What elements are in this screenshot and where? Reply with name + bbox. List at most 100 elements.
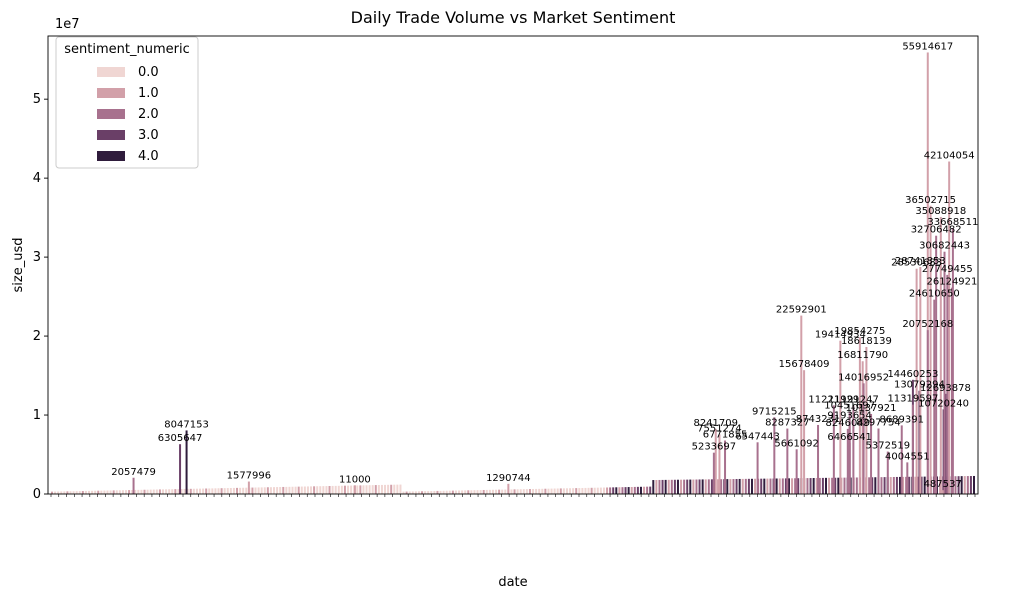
bar (331, 485, 334, 494)
bar (741, 478, 744, 494)
bar (915, 268, 918, 494)
data-label: 1577996 (227, 471, 272, 482)
bar (834, 477, 837, 494)
legend-entry-label: 0.0 (138, 65, 159, 80)
data-label: 11319597 (887, 394, 938, 405)
bar (100, 490, 103, 494)
bar (544, 488, 547, 494)
data-label: 7551274 (697, 423, 742, 434)
data-label: 12693878 (920, 383, 971, 394)
bar (627, 487, 630, 494)
bar (673, 479, 676, 494)
bar (575, 488, 578, 494)
bar (152, 489, 155, 494)
bar (516, 489, 519, 494)
bar (880, 477, 883, 494)
bar (115, 490, 118, 494)
data-label: 8743231 (796, 414, 841, 425)
bar (214, 488, 217, 494)
bar (646, 486, 649, 494)
bar (362, 485, 365, 494)
bar (322, 486, 325, 494)
bar (911, 404, 914, 494)
bar (877, 428, 880, 494)
bar (818, 477, 821, 494)
bar (908, 476, 911, 494)
bar (185, 430, 188, 494)
bar (495, 489, 498, 494)
bar (840, 477, 843, 494)
data-label: 42104054 (924, 151, 975, 162)
bar (525, 489, 528, 494)
bar (263, 487, 266, 494)
data-label: 1290744 (486, 473, 531, 484)
bar (923, 476, 926, 494)
bar (507, 483, 510, 494)
bar (427, 491, 430, 494)
bar (473, 490, 476, 494)
bar (695, 479, 698, 494)
bar (532, 488, 535, 494)
bar (892, 476, 895, 494)
y-tick-label: 1 (33, 408, 41, 423)
bar (78, 491, 81, 494)
bar (199, 488, 202, 494)
bar (174, 489, 177, 494)
bar (97, 490, 100, 494)
bar (334, 485, 337, 494)
bar (242, 487, 245, 494)
bar (941, 490, 944, 494)
bar (862, 383, 865, 494)
bar (704, 479, 707, 494)
bar (763, 478, 766, 494)
bar (458, 490, 461, 494)
bar (132, 477, 135, 494)
legend-entry-label: 3.0 (138, 128, 159, 143)
bar (319, 486, 322, 494)
bar (773, 417, 776, 494)
bar (848, 442, 851, 494)
legend-swatch (97, 151, 125, 161)
bar (950, 287, 953, 494)
bar (186, 488, 189, 494)
bar (680, 479, 683, 494)
bar (171, 489, 174, 494)
bar (815, 477, 818, 494)
data-label: 8297754 (856, 417, 901, 428)
bar (189, 488, 192, 494)
bar (914, 476, 917, 494)
bar (340, 485, 343, 494)
bar (593, 487, 596, 494)
bar (94, 490, 97, 494)
data-label: 15678409 (779, 359, 830, 370)
bar (787, 478, 790, 494)
bar (738, 478, 741, 494)
bar (596, 487, 599, 494)
bar (269, 487, 272, 494)
bar (832, 405, 835, 494)
bar (192, 488, 195, 494)
bar (939, 216, 942, 494)
bar (232, 487, 235, 494)
bar (485, 489, 488, 494)
bar (81, 491, 84, 494)
bar (442, 490, 445, 494)
bar (946, 274, 949, 494)
bar (279, 487, 282, 494)
bar (919, 267, 922, 494)
bar (226, 488, 229, 494)
bar (900, 425, 903, 494)
legend: sentiment_numeric 0.0 1.0 2.0 3.0 4.0 (55, 36, 199, 169)
data-label: 6547443 (735, 431, 780, 442)
bar (683, 479, 686, 494)
bar (615, 487, 618, 494)
bar (195, 488, 198, 494)
bar (165, 489, 168, 494)
bar (402, 491, 405, 494)
bar (421, 491, 424, 494)
data-label: 6305647 (158, 433, 203, 444)
bar (929, 205, 932, 494)
bar (236, 487, 239, 494)
data-label: 9193654 (827, 410, 872, 421)
bar (374, 485, 377, 494)
